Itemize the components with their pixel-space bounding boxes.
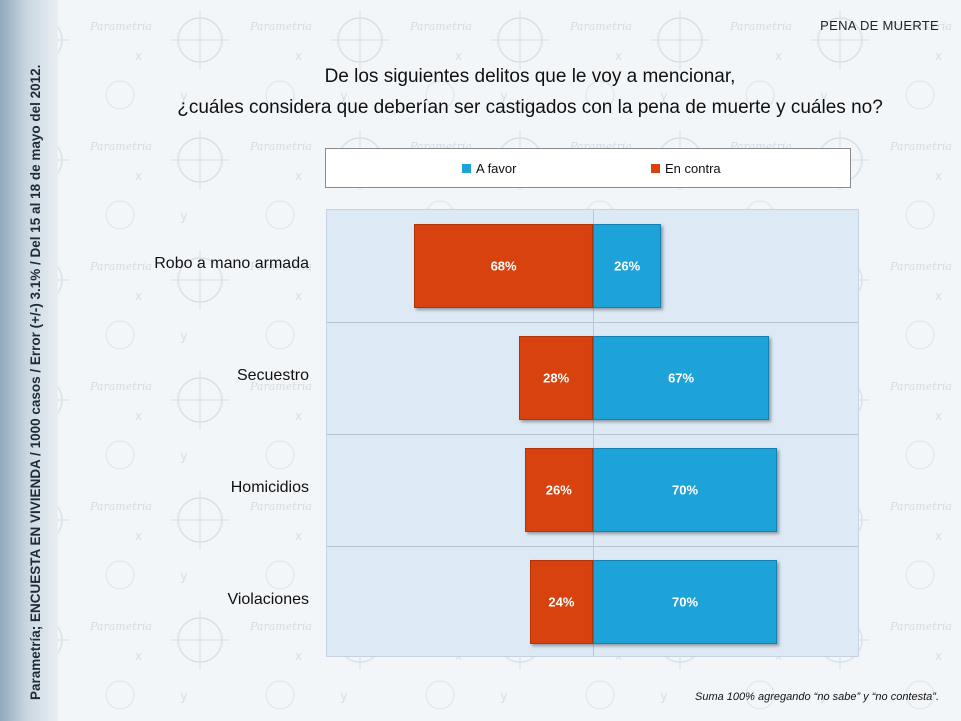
legend-item-favor: A favor [462, 161, 516, 176]
category-label-3: Violaciones [227, 591, 309, 608]
bar-a-favor-0 [593, 224, 662, 308]
data-label-en-contra-3: 24% [548, 594, 575, 610]
row-separator [327, 322, 858, 323]
category-label-0: Robo a mano armada [154, 255, 309, 272]
plot-area: 68% 26% 28% 67% 26% 70% 24% 70% [326, 209, 859, 657]
bar-en-contra-2 [524, 448, 593, 532]
data-label-en-contra-0: 68% [490, 258, 517, 274]
data-label-en-contra-2: 26% [545, 482, 572, 498]
bar-en-contra-0 [414, 224, 593, 308]
row-separator [327, 434, 858, 435]
bar-en-contra-3 [529, 560, 593, 644]
data-label-a-favor-3: 70% [672, 594, 699, 610]
chart-legend: A favor En contra [325, 148, 851, 188]
survey-source-note: Parametría; ENCUESTA EN VIVIENDA / 1000 … [28, 64, 43, 700]
bar-a-favor-2 [593, 448, 778, 532]
legend-swatch-contra [651, 164, 660, 173]
data-label-en-contra-1: 28% [543, 370, 570, 386]
footnote: Suma 100% agregando “no sabe” y “no cont… [695, 691, 939, 703]
bar-en-contra-1 [519, 336, 593, 420]
legend-label-contra: En contra [665, 161, 721, 176]
data-label-a-favor-1: 67% [668, 370, 695, 386]
bar-a-favor-3 [593, 560, 778, 644]
question-line-2: ¿cuáles considera que deberían ser casti… [177, 97, 883, 118]
side-strip [0, 0, 58, 721]
data-label-a-favor-2: 70% [672, 482, 699, 498]
section-title: PENA DE MUERTE [820, 18, 939, 33]
question-line-1: De los siguientes delitos que le voy a m… [324, 66, 736, 87]
legend-swatch-favor [462, 164, 471, 173]
center-axis-line [593, 210, 594, 656]
legend-label-favor: A favor [476, 161, 517, 176]
row-separator [327, 546, 858, 547]
category-label-1: Secuestro [236, 367, 309, 384]
legend-item-contra: En contra [651, 161, 721, 176]
bar-a-favor-1 [593, 336, 770, 420]
data-label-a-favor-0: 26% [614, 258, 641, 274]
category-label-2: Homicidios [230, 479, 309, 496]
